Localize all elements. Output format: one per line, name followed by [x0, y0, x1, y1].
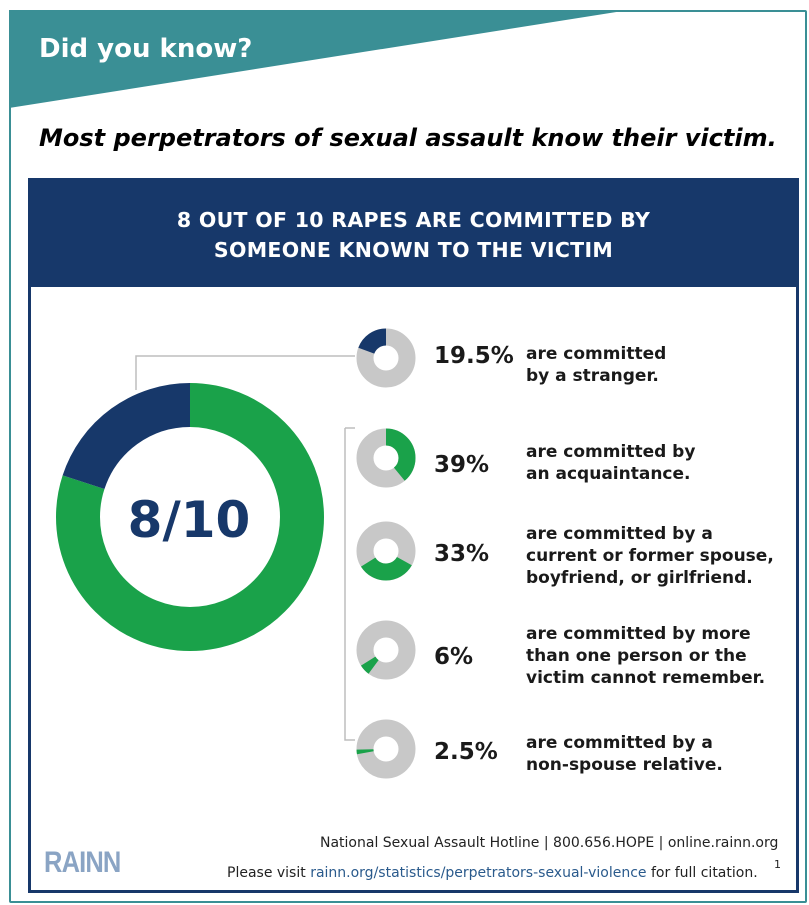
stat-percent-partner: 33% [434, 541, 490, 567]
footnote-marker: 1 [774, 858, 781, 871]
citation-suffix: for full citation. [646, 865, 758, 881]
desc-line: are committed by [526, 442, 696, 462]
desc-line: an acquaintance. [526, 464, 691, 484]
small-donut-value-segment [356, 428, 416, 488]
small-donut-value-segment [356, 328, 416, 388]
desc-line: current or former spouse, [526, 546, 774, 566]
stat-desc-partner: are committed by a current or former spo… [526, 523, 791, 589]
infographic-header: 8 OUT OF 10 RAPES ARE COMMITTED BY SOMEO… [31, 181, 796, 287]
connector-line-known-bracket [344, 428, 355, 741]
connector-line-stranger [135, 355, 355, 390]
desc-line: victim cannot remember. [526, 668, 766, 688]
desc-line: non-spouse relative. [526, 755, 723, 775]
desc-line: than one person or the [526, 646, 747, 666]
desc-line: are committed by a [526, 733, 713, 753]
desc-line: are committed by more [526, 624, 751, 644]
desc-line: are committed by a [526, 524, 713, 544]
banner-shape [9, 10, 629, 108]
chart-title-line-2: SOMEONE KNOWN TO THE VICTIM [213, 238, 614, 262]
citation-prefix: Please visit [227, 865, 311, 881]
small-donut-track [356, 719, 416, 779]
stat-desc-acquaintance: are committed by an acquaintance. [526, 441, 791, 485]
small-donut-track [356, 620, 416, 680]
hotline-text: National Sexual Assault Hotline | 800.65… [320, 835, 779, 851]
desc-line: boyfriend, or girlfriend. [526, 568, 753, 588]
citation-text: Please visit rainn.org/statistics/perpet… [227, 865, 758, 881]
page-subtitle: Most perpetrators of sexual assault know… [39, 124, 777, 152]
citation-link[interactable]: rainn.org/statistics/perpetrators-sexual… [310, 865, 647, 881]
stat-percent-relative: 2.5% [434, 739, 498, 765]
stat-percent-multiple: 6% [434, 644, 474, 670]
stat-desc-relative: are committed by a non-spouse relative. [526, 732, 791, 776]
desc-line: are committed [526, 344, 667, 364]
infographic-box: 8 OUT OF 10 RAPES ARE COMMITTED BY SOMEO… [28, 178, 799, 893]
desc-line: by a stranger. [526, 366, 659, 386]
stat-percent-stranger: 19.5% [434, 343, 514, 369]
main-donut-label: 8/10 [127, 491, 251, 549]
stat-percent-acquaintance: 39% [434, 452, 490, 478]
small-donut-value-segment [356, 521, 416, 581]
stat-desc-stranger: are committed by a stranger. [526, 343, 791, 387]
stat-desc-multiple: are committed by more than one person or… [526, 623, 791, 689]
banner-title: Did you know? [39, 34, 253, 64]
main-donut-stranger-segment [56, 383, 324, 651]
rainn-logo: RAINN [44, 846, 121, 879]
chart-title-line-1: 8 OUT OF 10 RAPES ARE COMMITTED BY [176, 208, 651, 232]
